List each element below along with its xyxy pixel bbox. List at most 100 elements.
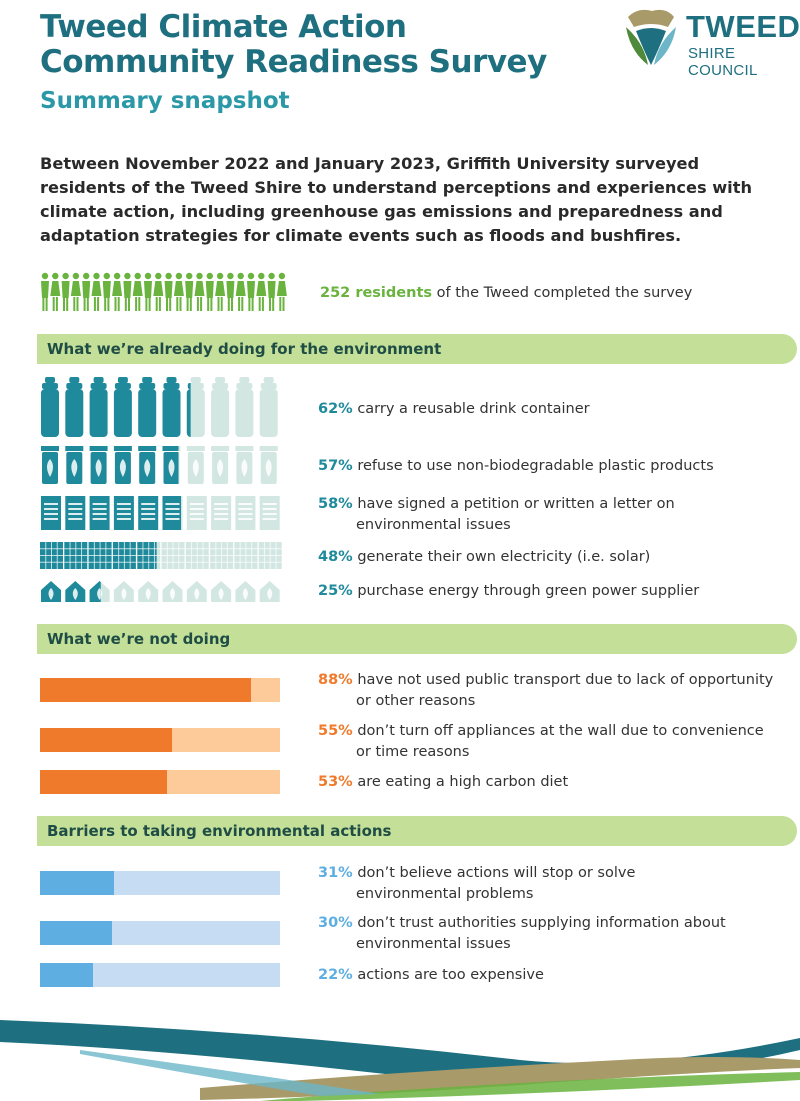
green-house-icon — [89, 581, 110, 602]
person-icon — [226, 272, 235, 311]
recycle-bin-icon — [162, 446, 181, 484]
bottle-icon — [113, 377, 132, 437]
stat-text: don’t believe actions will stop or solve — [357, 865, 636, 881]
document-icon — [41, 496, 61, 530]
person-icon — [153, 272, 164, 311]
respondents-text: of the Tweed completed the survey — [432, 285, 693, 301]
green-house-icon — [41, 581, 61, 602]
section-title-barriers: Barriers to taking environmental actions — [47, 822, 392, 840]
person-icon — [276, 272, 287, 311]
recycle-bin-icon — [186, 446, 205, 484]
bar-barrier-1 — [40, 921, 280, 945]
document-icon — [211, 496, 232, 530]
stat-not-doing-2: 53% are eating a high carbon diet — [318, 772, 788, 793]
recycle-bin-icon — [89, 446, 108, 484]
person-icon — [50, 272, 61, 311]
bottle-icon — [186, 377, 205, 437]
recycle-bin-icon-row — [41, 446, 278, 484]
stat-text: actions are too expensive — [357, 967, 544, 983]
recycle-bin-icon — [65, 446, 84, 484]
section-banner-doing: What we’re already doing for the environ… — [37, 334, 797, 364]
green-house-icon — [211, 581, 232, 602]
section-title-doing: What we’re already doing for the environ… — [47, 340, 442, 358]
stat-text: are eating a high carbon diet — [357, 774, 569, 790]
document-icon — [113, 496, 134, 530]
person-icon — [205, 272, 214, 311]
person-icon — [256, 272, 267, 311]
document-icon — [162, 496, 183, 530]
bar-barrier-2 — [40, 963, 280, 987]
bottle-icon — [235, 377, 254, 437]
bar-fill — [40, 963, 93, 987]
bar-fill — [40, 770, 168, 794]
solar-panel-icon — [112, 542, 136, 569]
person-icon — [235, 272, 246, 311]
stat-percent: 31% — [318, 865, 353, 881]
section-title-not-doing: What we’re not doing — [47, 630, 231, 648]
stat-text-continued: environmental issues — [356, 936, 511, 952]
person-icon — [91, 272, 102, 311]
recycle-bin-icon — [113, 446, 132, 484]
page-subtitle: Summary snapshot — [40, 88, 290, 114]
stat-doing-0: 62% carry a reusable drink container — [318, 399, 788, 420]
bar-not-doing-0 — [40, 678, 280, 702]
person-icon-row — [41, 272, 287, 311]
solar-panel-icon — [234, 542, 258, 569]
green-house-icon — [235, 581, 256, 602]
green-house-icon — [113, 581, 134, 602]
bar-fill — [40, 728, 172, 752]
stat-percent: 30% — [318, 915, 353, 931]
person-icon — [173, 272, 184, 311]
bar-not-doing-1 — [40, 728, 280, 752]
stat-percent: 22% — [318, 967, 353, 983]
stat-doing-4: 25% purchase energy through green power … — [318, 581, 788, 602]
document-icon — [235, 496, 256, 530]
stat-percent: 57% — [318, 458, 353, 474]
document-icon — [259, 496, 280, 530]
person-icon — [123, 272, 132, 311]
person-icon — [70, 272, 81, 311]
stat-text: don’t trust authorities supplying inform… — [357, 915, 726, 931]
stat-percent: 48% — [318, 549, 353, 565]
footer-wave-decoration — [0, 1020, 800, 1101]
respondents-line: 252 residents of the Tweed completed the… — [320, 285, 692, 301]
section-banner-not-doing: What we’re not doing — [37, 624, 797, 654]
person-icon — [112, 272, 123, 311]
solar-panel-icon — [40, 542, 63, 569]
person-icon — [194, 272, 205, 311]
stat-text: have signed a petition or written a lett… — [357, 496, 675, 512]
bottle-icon — [162, 377, 181, 437]
solar-panel-icon — [64, 542, 88, 569]
logo-word: TWEED — [686, 9, 800, 44]
intro-paragraph: Between November 2022 and January 2023, … — [40, 154, 752, 245]
recycle-bin-icon — [41, 446, 59, 484]
stat-text: generate their own electricity (i.e. sol… — [357, 549, 651, 565]
stat-percent: 53% — [318, 774, 353, 790]
document-icon — [138, 496, 159, 530]
stat-not-doing-0: 88% have not used public transport due t… — [318, 670, 788, 712]
stat-text: carry a reusable drink container — [357, 401, 590, 417]
solar-panel-icon-row — [40, 542, 282, 569]
person-icon — [61, 272, 70, 311]
person-icon — [247, 272, 255, 311]
stat-text-continued: or other reasons — [356, 693, 476, 709]
document-icon-row — [41, 496, 280, 530]
bottle-icon-row — [41, 377, 278, 437]
title-line-1: Tweed Climate Action — [40, 9, 407, 45]
stat-doing-3: 48% generate their own electricity (i.e.… — [318, 547, 788, 568]
council-logo: TWEED SHIRE COUNCIL — [622, 5, 800, 79]
bottle-icon — [89, 377, 108, 437]
green-house-icon — [259, 581, 280, 602]
title-line-2: Community Readiness Survey — [40, 44, 547, 80]
stat-percent: 62% — [318, 401, 353, 417]
bottle-icon — [65, 377, 84, 437]
stat-text-continued: environmental issues — [356, 517, 511, 533]
leaf-shield-icon — [626, 9, 676, 65]
bar-fill — [40, 921, 112, 945]
person-icon — [82, 272, 91, 311]
stat-text: have not used public transport due to la… — [357, 672, 774, 688]
person-icon — [215, 272, 226, 311]
stat-barrier-1: 30% don’t trust authorities supplying in… — [318, 913, 788, 955]
solar-panel-icon — [161, 542, 185, 569]
bar-not-doing-2 — [40, 770, 280, 794]
